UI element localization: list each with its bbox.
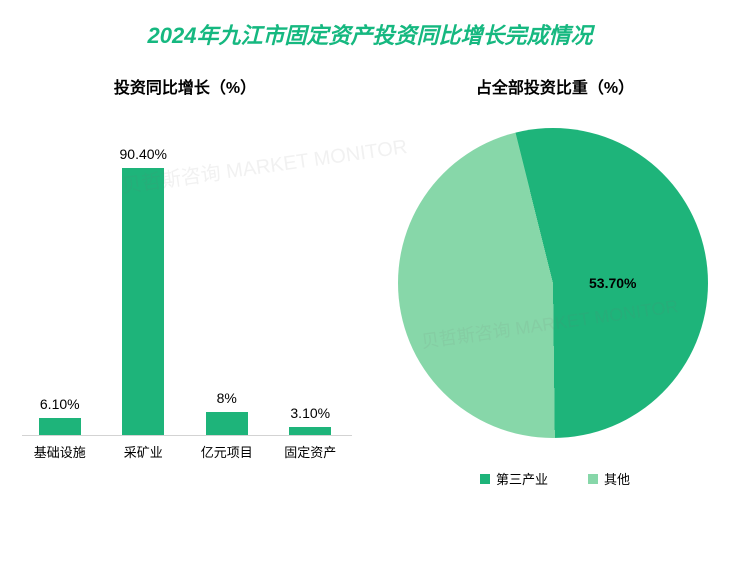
subtitle-row: 投资同比增长（%） 占全部投资比重（%） xyxy=(0,74,740,98)
subtitle-left: 投资同比增长（%） xyxy=(0,74,370,98)
pie-legend: 第三产业 其他 xyxy=(370,469,740,488)
bar-column: 8% xyxy=(185,116,269,436)
bar-column: 90.40% xyxy=(102,116,186,436)
bar-column: 3.10% xyxy=(269,116,353,436)
legend-swatch xyxy=(480,474,490,484)
bar-value-label: 6.10% xyxy=(40,396,80,412)
bar-rect xyxy=(122,168,164,436)
legend-label: 第三产业 xyxy=(496,469,548,488)
bar-rect xyxy=(289,427,331,436)
bar-value-label: 3.10% xyxy=(290,405,330,421)
bar-x-axis: 基础设施采矿业亿元项目固定资产 xyxy=(0,436,370,461)
legend-item: 其他 xyxy=(588,469,630,488)
bar-axis-label: 固定资产 xyxy=(269,442,353,461)
bar-area: 6.10% 90.40% 8% 3.10% xyxy=(0,116,370,436)
pie-chart: 53.70% 第三产业 其他 xyxy=(370,98,740,498)
main-title: 2024年九江市固定资产投资同比增长完成情况 xyxy=(0,0,740,54)
legend-label: 其他 xyxy=(604,469,630,488)
bar-rect xyxy=(39,418,81,436)
bar-axis-label: 采矿业 xyxy=(102,442,186,461)
bar-rect xyxy=(206,412,248,436)
pie-area: 53.70% xyxy=(398,128,708,438)
bar-axis-label: 基础设施 xyxy=(18,442,102,461)
bar-value-label: 90.40% xyxy=(120,146,167,162)
bar-column: 6.10% xyxy=(18,116,102,436)
pie-slice-label: 53.70% xyxy=(589,275,636,291)
charts-row: 6.10% 90.40% 8% 3.10% 基础设施采矿业亿元项目固定资产 53.70… xyxy=(0,98,740,498)
legend-item: 第三产业 xyxy=(480,469,548,488)
bar-chart: 6.10% 90.40% 8% 3.10% 基础设施采矿业亿元项目固定资产 xyxy=(0,98,370,498)
subtitle-right: 占全部投资比重（%） xyxy=(370,74,740,98)
legend-swatch xyxy=(588,474,598,484)
bar-axis-label: 亿元项目 xyxy=(185,442,269,461)
bar-value-label: 8% xyxy=(217,390,237,406)
